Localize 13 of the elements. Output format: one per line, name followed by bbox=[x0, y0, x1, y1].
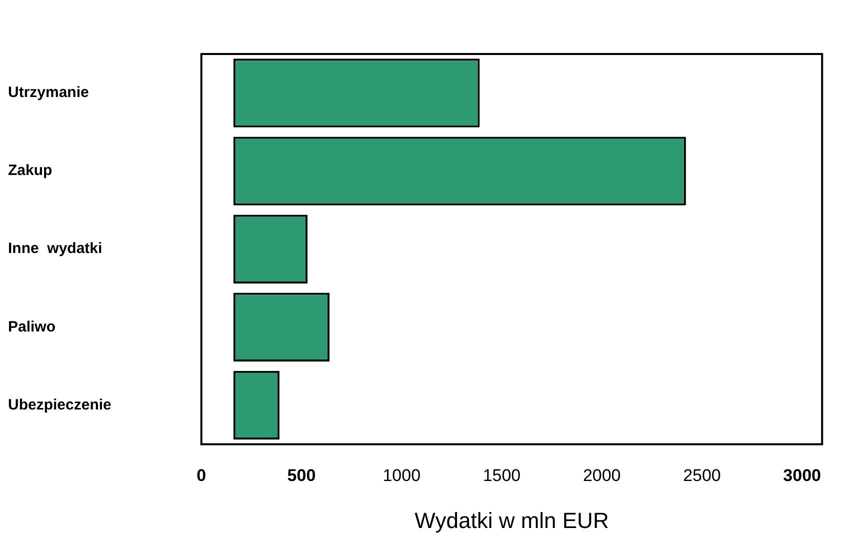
x-tick-label: 1500 bbox=[482, 466, 521, 486]
y-tick-label: Utrzymanie bbox=[8, 84, 89, 102]
y-tick-label: Inne wydatki bbox=[8, 240, 102, 258]
y-tick-label: Zakup bbox=[8, 162, 52, 180]
x-tick-label: 2500 bbox=[683, 466, 721, 486]
y-tick-label: Ubezpieczenie bbox=[8, 396, 112, 414]
x-tick-label: 3000 bbox=[783, 466, 822, 486]
x-tick-label: 500 bbox=[287, 466, 316, 486]
x-tick-label: 2000 bbox=[582, 466, 621, 486]
x-tick-label: 1000 bbox=[382, 466, 421, 486]
x-axis-title: Wydatki w mln EUR bbox=[414, 508, 609, 533]
y-tick-label: Paliwo bbox=[8, 318, 56, 336]
x-tick-label: 0 bbox=[196, 466, 206, 486]
